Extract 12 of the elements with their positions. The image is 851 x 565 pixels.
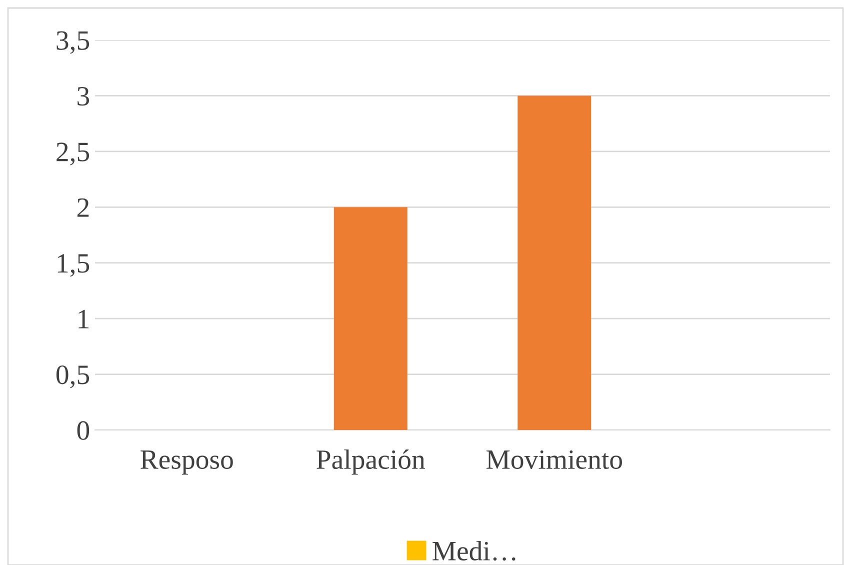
y-tick-label: 1,5 (58, 254, 90, 277)
y-tick-label: 2,5 (56, 142, 90, 166)
y-tick-label: 3 (78, 86, 90, 106)
y-tick-label: 0 (77, 421, 90, 440)
x-tick-label: Resposo (140, 450, 233, 475)
text: Medi… (432, 540, 516, 561)
y-tick-label: 1 (78, 310, 88, 328)
y-tick-label: 0,5 (56, 365, 90, 388)
x-tick-label: Movimiento (486, 450, 622, 469)
x-tick-label: Palpación (316, 449, 425, 475)
y-tick-label: 3,5 (56, 31, 90, 54)
y-tick-label: 2 (77, 198, 89, 217)
